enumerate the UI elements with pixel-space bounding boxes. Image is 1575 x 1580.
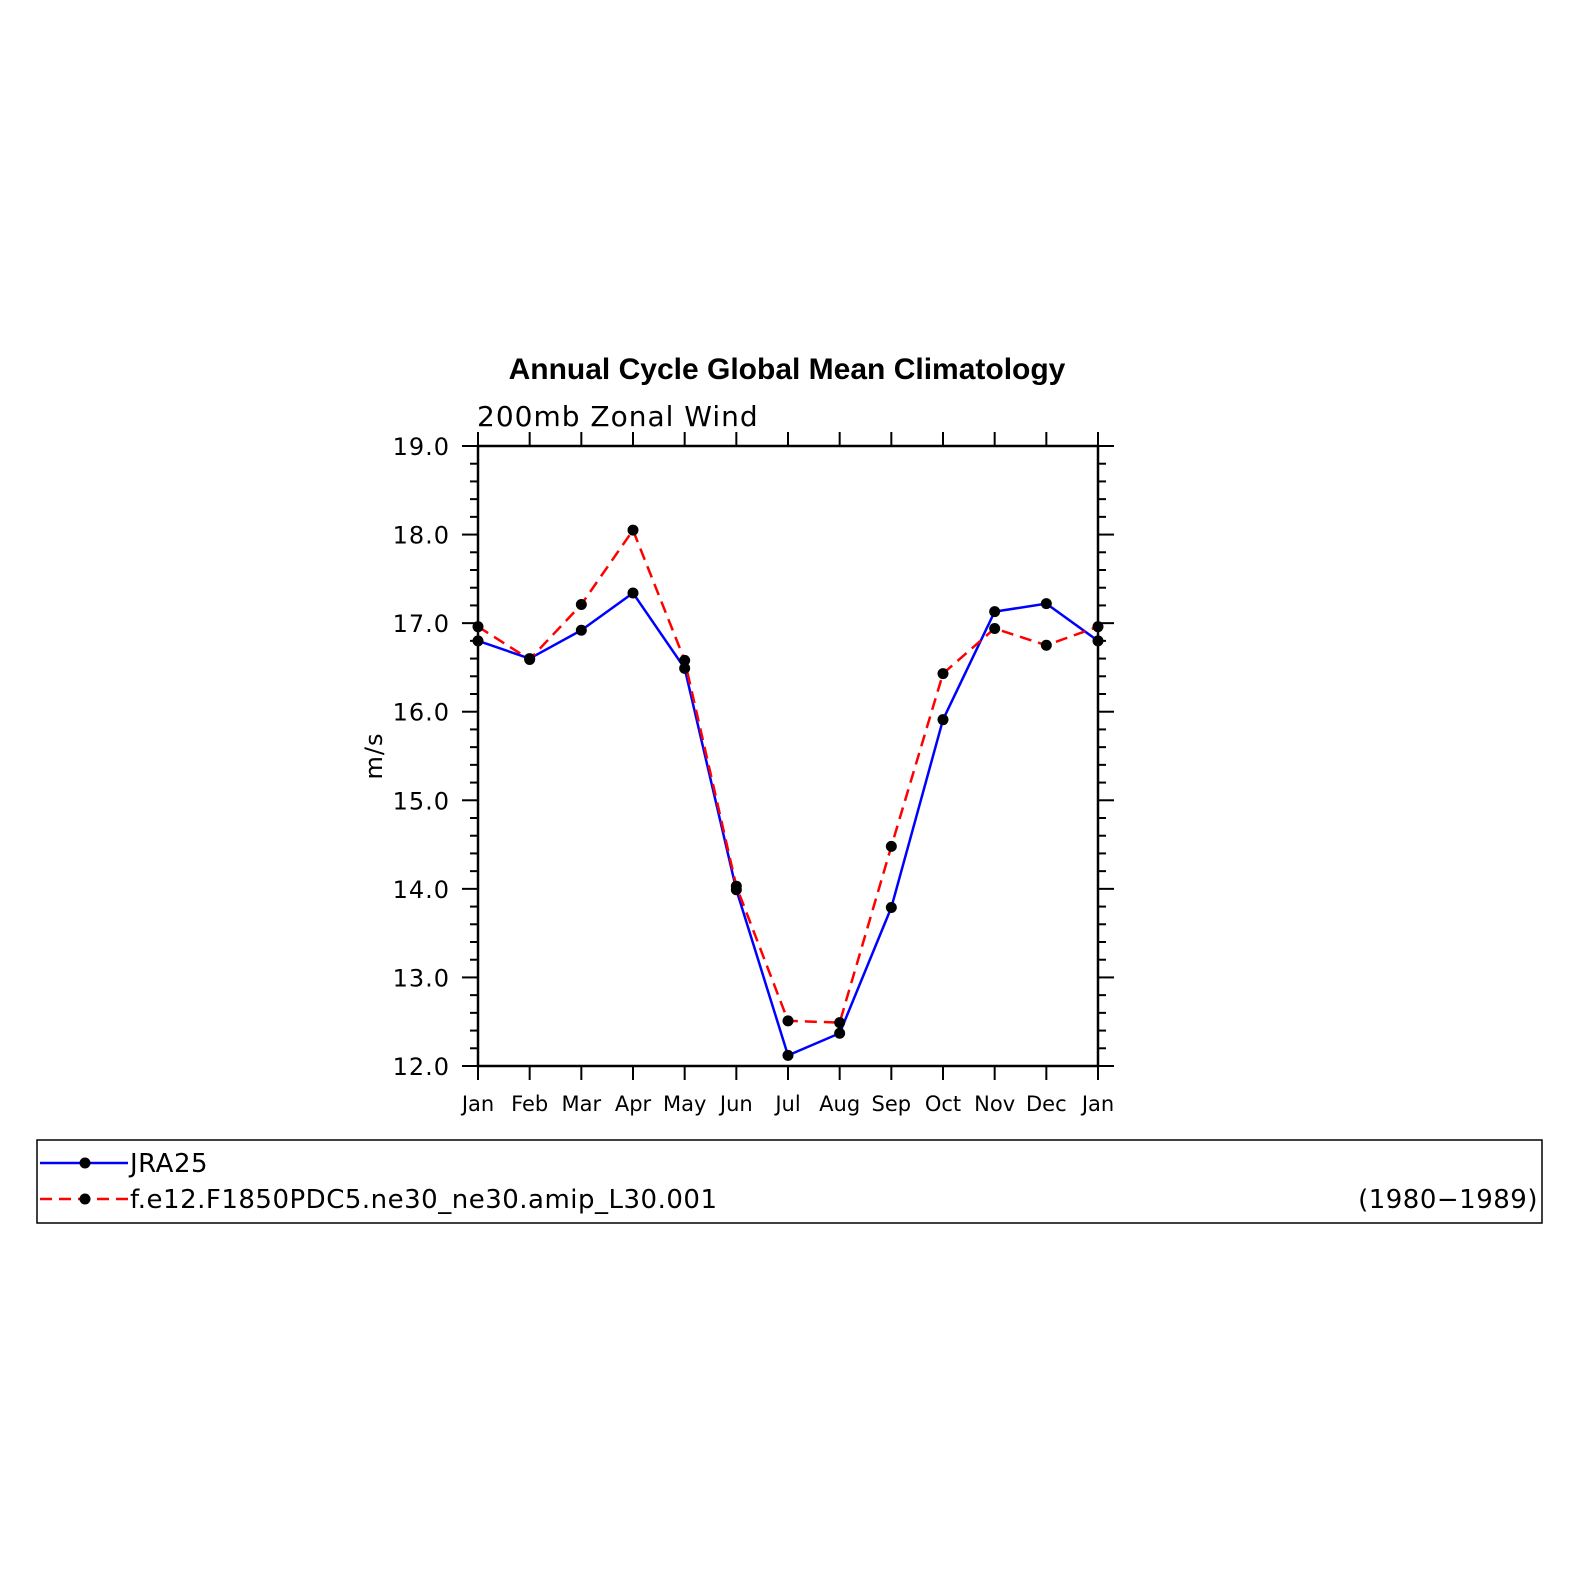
series-1-point [1040,598,1052,610]
x-tick-label: Jan [1080,1092,1114,1116]
series-line-1 [477,591,1099,1057]
x-tick-label: Jun [718,1092,753,1116]
x-tick-label: Apr [615,1092,652,1116]
legend-label-model: f.e12.F1850PDC5.ne30_ne30.amip_L30.001 [130,1185,717,1215]
y-axis-label: m/s [360,733,388,780]
y-tick-label: 18.0 [393,522,450,550]
y-tick-label: 16.0 [393,699,450,727]
x-tick-label: Feb [511,1092,548,1116]
x-tick-label: Jul [773,1092,800,1116]
series-lines [477,528,1099,1057]
series-1-point [989,606,1001,618]
series-2-point [937,668,949,680]
series-1-point [575,624,587,636]
chart-subtitle: 200mb Zonal Wind [477,400,759,433]
legend-box [36,1139,1543,1224]
series-2-point [679,654,691,666]
series-2-point [730,880,742,892]
x-tick-label: Nov [974,1092,1015,1116]
x-tick-label: Aug [819,1092,860,1116]
legend-marker-jra25 [79,1157,91,1169]
series-2-point [1092,621,1104,633]
legend-period-label: (1980−1989) [1358,1185,1538,1215]
series-2-point [1040,639,1052,651]
x-tick-label: Jan [460,1092,494,1116]
x-tick-label: Mar [562,1092,602,1116]
series-1-point [885,901,897,913]
y-axis-ticks: 12.0 13.0 14.0 15.0 16.0 17.0 18.0 19.0 [393,433,1114,1081]
legend-label-jra25: JRA25 [128,1149,208,1179]
series-2-point [885,840,897,852]
series-2-point [627,524,639,536]
series-1-point [782,1049,794,1061]
y-tick-label: 12.0 [393,1053,450,1081]
legend-marker-model [79,1193,91,1205]
series-line-2 [477,528,1099,1024]
series-points [472,524,1104,1061]
series-2-point [472,621,484,633]
series-2-point [575,599,587,611]
series-1-point [627,587,639,599]
y-tick-label: 15.0 [393,787,450,815]
series-1-point [1092,635,1104,647]
series-2-point [989,622,1001,634]
series-2-point [834,1017,846,1029]
y-tick-label: 13.0 [393,964,450,992]
series-2-point [524,653,536,665]
chart-title: Annual Cycle Global Mean Climatology [509,353,1066,386]
y-tick-label: 17.0 [393,610,450,638]
x-axis-ticks: Jan Feb Mar Apr May Jun Jul Aug Sep Oct Nov Dec Jan [460,432,1114,1116]
legend: JRA25 f.e12.F1850PDC5.ne30_ne30.amip_L30… [36,1139,1543,1224]
series-2-point [782,1015,794,1027]
series-1-point [679,662,691,674]
series-1-point [834,1027,846,1039]
x-tick-label: Dec [1026,1092,1067,1116]
x-tick-label: Sep [872,1092,912,1116]
x-tick-label: Oct [925,1092,961,1116]
x-tick-label: May [663,1092,706,1116]
series-1-point [472,635,484,647]
y-tick-label: 14.0 [393,876,450,904]
plot-frame [476,444,1100,1068]
y-tick-label: 19.0 [393,433,450,461]
series-1-point [937,714,949,726]
